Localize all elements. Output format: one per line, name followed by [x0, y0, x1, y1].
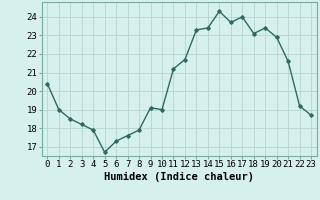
X-axis label: Humidex (Indice chaleur): Humidex (Indice chaleur): [104, 172, 254, 182]
